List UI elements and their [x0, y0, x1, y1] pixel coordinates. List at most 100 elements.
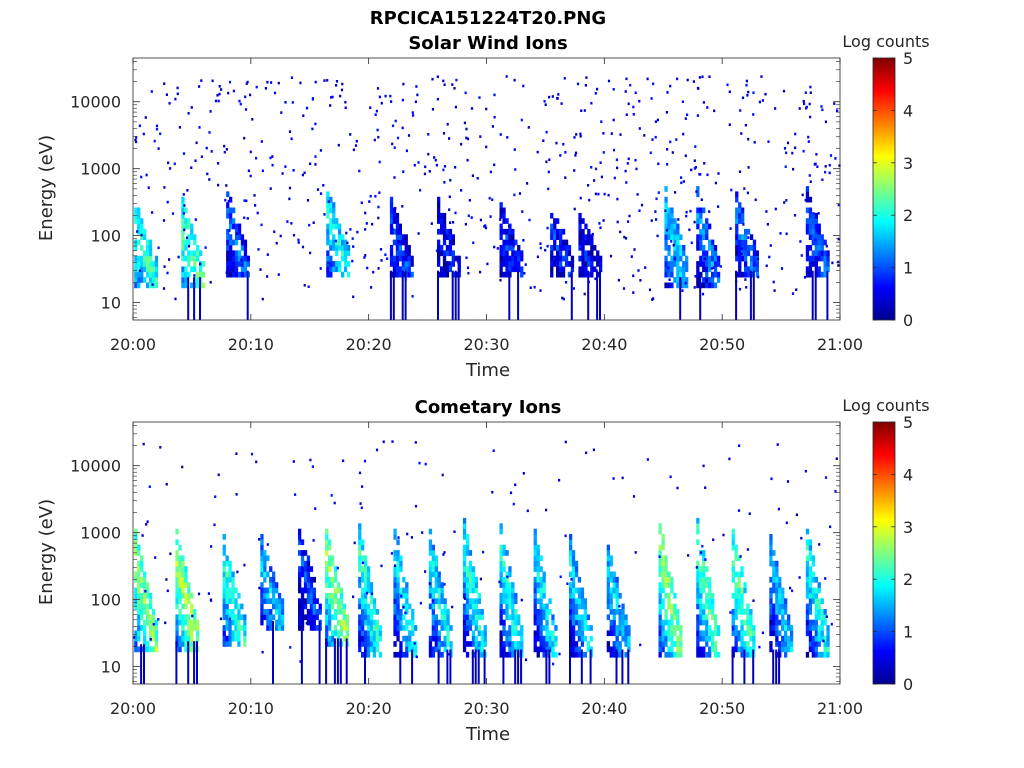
spectrogram-cell — [814, 266, 818, 273]
spectrogram-cell — [187, 587, 191, 594]
spectrogram-cell — [533, 555, 537, 562]
spectrogram-cell — [808, 174, 811, 177]
spectrogram-cell — [505, 234, 509, 240]
spectrogram-cell — [137, 635, 141, 642]
spectrogram-cell — [520, 118, 523, 122]
spectrogram-cell — [634, 158, 637, 162]
spectrogram-cell — [446, 123, 449, 126]
spectrogram-cell — [569, 603, 573, 610]
spectrogram-cell — [319, 149, 322, 152]
spectrogram-cell — [667, 207, 671, 214]
spectrogram-cell — [428, 651, 433, 658]
spectrogram-cell — [594, 277, 597, 281]
spectrogram-cell — [275, 609, 279, 615]
spectrogram-cell — [312, 592, 316, 599]
spectrogram-cell — [463, 597, 467, 600]
spectrogram-cell — [155, 124, 159, 128]
spectrogram-cell — [676, 651, 680, 658]
spectrogram-cell — [777, 507, 780, 511]
spectrogram-cell — [624, 635, 628, 642]
spectrogram-cell — [222, 566, 226, 572]
spectrogram-cell — [805, 614, 810, 621]
spectrogram-cell — [275, 603, 279, 610]
spectrogram-cell — [735, 218, 739, 224]
spectrogram-cell — [533, 635, 537, 642]
spectrogram-cell — [272, 621, 274, 684]
spectrogram-cell — [226, 207, 230, 214]
spectrogram-cell — [339, 598, 344, 604]
spectrogram-cell — [583, 651, 587, 658]
spectrogram-cell — [774, 107, 777, 110]
colorbar-tick-label: 5 — [903, 413, 913, 432]
spectrogram-cell — [824, 170, 827, 174]
spectrogram-cell — [437, 196, 441, 203]
spectrogram-cell — [225, 271, 228, 274]
spectrogram-cell — [518, 192, 522, 195]
spectrogram-cell — [275, 241, 278, 245]
spectrogram-cell — [699, 234, 703, 240]
spectrogram-cell — [813, 163, 816, 166]
spectrogram-cell — [477, 609, 481, 615]
spectrogram-cell — [775, 603, 779, 610]
spectrogram-cell — [193, 274, 196, 277]
spectrogram-cell — [784, 619, 788, 626]
spectrogram-cell — [702, 560, 706, 567]
spectrogram-cell — [814, 239, 818, 246]
spectrogram-cell — [401, 250, 405, 257]
spectrogram-cell — [237, 255, 242, 262]
spectrogram-cell — [587, 239, 591, 246]
spectrogram-cell — [705, 223, 709, 230]
spectrogram-cell — [569, 614, 573, 621]
spectrogram-cell — [571, 571, 576, 578]
spectrogram-cell — [323, 213, 326, 216]
spectrogram-cell — [226, 191, 230, 198]
spectrogram-cell — [405, 641, 409, 647]
spectrogram-cell — [228, 571, 232, 578]
spectrogram-cell — [670, 576, 674, 583]
spectrogram-cell — [421, 531, 424, 534]
spectrogram-cell — [542, 646, 546, 653]
spectrogram-cell — [556, 271, 560, 278]
spectrogram-cell — [260, 571, 264, 578]
spectrogram-cell — [300, 592, 305, 599]
spectrogram-cell — [616, 166, 619, 170]
spectrogram-cell — [618, 604, 621, 608]
spectrogram-cell — [749, 619, 753, 626]
spectrogram-cell — [143, 266, 147, 273]
spectrogram-cell — [737, 646, 741, 653]
spectrogram-cell — [708, 277, 712, 283]
spectrogram-cell — [137, 271, 141, 278]
spectrogram-cell — [395, 255, 400, 262]
spectrogram-cell — [811, 555, 815, 562]
spectrogram-cell — [511, 228, 515, 235]
spectrogram-cell — [300, 587, 305, 594]
spectrogram-cell — [437, 212, 441, 219]
spectrogram-cell — [546, 244, 549, 248]
spectrogram-cell — [710, 267, 713, 270]
spectrogram-cell — [673, 641, 677, 647]
spectrogram-cell — [484, 226, 488, 230]
spectrogram-cell — [807, 140, 810, 143]
spectrogram-cell — [517, 641, 521, 647]
spectrogram-cell — [698, 207, 701, 211]
spectrogram-cell — [246, 261, 250, 267]
spectrogram-cell — [787, 635, 791, 642]
spectrogram-cell — [499, 641, 503, 647]
spectrogram-cell — [699, 646, 703, 653]
spectrogram-cell — [335, 218, 339, 224]
spectrogram-cell — [590, 239, 594, 246]
spectrogram-cell — [619, 133, 622, 136]
spectrogram-cell — [543, 100, 546, 103]
spectrogram-cell — [437, 228, 441, 235]
spectrogram-cell — [679, 271, 683, 278]
spectrogram-cell — [505, 582, 509, 588]
spectrogram-cell — [178, 635, 182, 642]
spectrogram-cell — [738, 444, 741, 447]
spectrogram-cell — [702, 566, 706, 572]
spectrogram-cell — [237, 271, 242, 278]
spectrogram-cell — [808, 555, 813, 562]
spectrogram-cell — [453, 530, 456, 533]
spectrogram-cell — [275, 619, 279, 626]
spectrogram-cell — [269, 625, 273, 631]
spectrogram-cell — [511, 651, 515, 658]
